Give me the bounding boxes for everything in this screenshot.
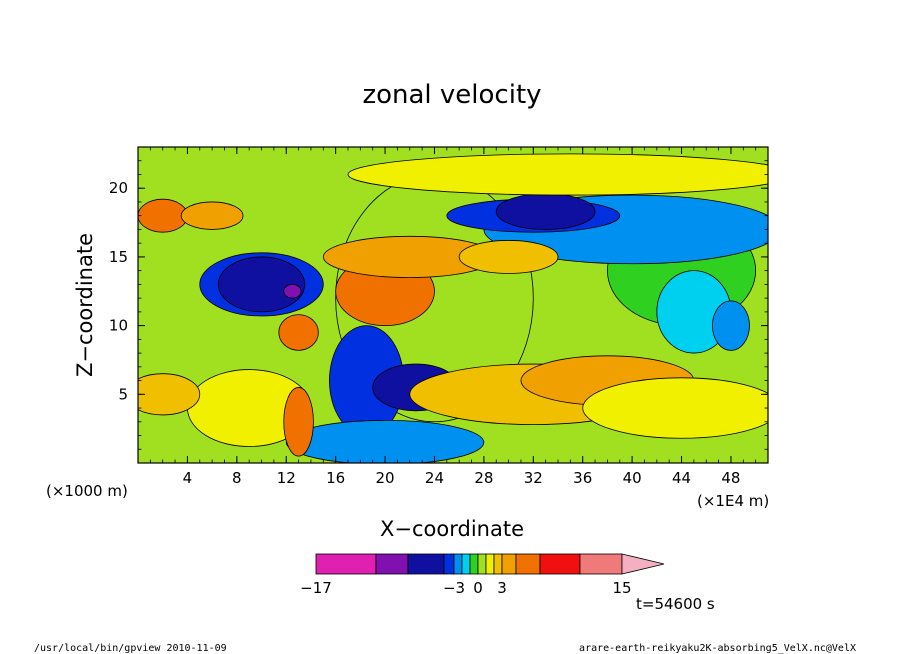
colorbar-segment: [407, 553, 445, 575]
contour-region: [138, 198, 188, 233]
colorbar-segment: [443, 553, 455, 575]
contour-region: [458, 240, 559, 274]
x-tick-label: 36: [573, 469, 592, 487]
contour-region: [347, 153, 768, 196]
colorbar-tick-label: −17: [300, 579, 332, 597]
y-tick-label: 10: [109, 317, 128, 335]
x-tick-label: 8: [232, 469, 242, 487]
colorbar-extend-arrow: [621, 553, 665, 575]
contour-region: [278, 314, 319, 351]
colorbar-tick-label: 15: [612, 579, 631, 597]
colorbar-segment: [485, 553, 495, 575]
x-tick-label: 28: [474, 469, 493, 487]
x-scale-label: (×1E4 m): [697, 492, 769, 510]
contour-region: [712, 300, 750, 351]
contour-region: [495, 193, 596, 230]
colorbar-tick-label: −3: [443, 579, 465, 597]
contour-regions: [138, 153, 768, 463]
colorbar-tick-label: 0: [473, 579, 483, 597]
x-tick-label: 16: [326, 469, 345, 487]
colorbar-segment: [375, 553, 409, 575]
colorbar-labels: −17 −3 0 3 15: [300, 579, 631, 597]
colorbar-segment: [477, 553, 487, 575]
contour-region: [283, 387, 314, 457]
time-label: t=54600 s: [636, 595, 715, 613]
contour-region: [217, 256, 306, 313]
contour-region: [138, 373, 201, 416]
colorbar-segment: [493, 553, 503, 575]
contour-region: [285, 420, 485, 463]
y-tick-label: 5: [118, 385, 128, 403]
y-tick-label: 20: [109, 179, 128, 197]
colorbar-tick-label: 3: [497, 579, 507, 597]
colorbar-segment: [539, 553, 581, 575]
y-axis: 5 10 15 20: [109, 160, 768, 450]
colorbar-segment: [501, 553, 517, 575]
contour-region: [180, 201, 244, 230]
x-unit-label: (×1000 m): [46, 482, 128, 500]
x-tick-label: 44: [672, 469, 691, 487]
y-tick-label: 15: [109, 248, 128, 266]
colorbar-segment: [453, 553, 463, 575]
x-tick-label: 48: [721, 469, 740, 487]
x-tick-label: 40: [623, 469, 642, 487]
footer-left: /usr/local/bin/gpview 2010-11-09: [34, 643, 227, 654]
chart-title: zonal velocity: [362, 80, 541, 110]
colorbar-segment: [579, 553, 623, 575]
y-axis-title: Z−coordinate: [73, 233, 97, 377]
x-axis: 4 8 12 16 20 24 28 32 36 40 44 48: [149, 147, 757, 487]
colorbar-segment: [461, 553, 471, 575]
contour-field: [138, 147, 768, 463]
x-tick-label: 24: [425, 469, 444, 487]
plot-frame: [137, 146, 769, 464]
footer-right: arare-earth-reikyaku2K-absorbing5_VelX.n…: [579, 643, 856, 654]
colorbar-segment: [315, 553, 377, 575]
x-tick-label: 32: [524, 469, 543, 487]
x-tick-label: 20: [376, 469, 395, 487]
contour-region: [283, 283, 302, 299]
contour-region: [582, 377, 768, 439]
colorbar-segment: [515, 553, 541, 575]
x-axis-title: X−coordinate: [380, 517, 524, 541]
x-tick-label: 12: [277, 469, 296, 487]
x-tick-label: 4: [183, 469, 193, 487]
colorbar: [315, 553, 665, 575]
colorbar-segment: [469, 553, 479, 575]
